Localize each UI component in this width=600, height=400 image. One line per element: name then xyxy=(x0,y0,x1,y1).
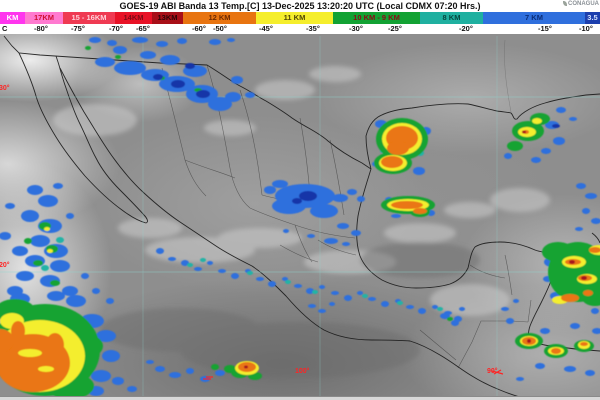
latitude-label: 30° xyxy=(0,85,10,92)
temperature-row: C -80° -75° -70° -65° -60° -50° -45° -35° -30° -25… xyxy=(0,24,600,34)
latitude-label: 20° xyxy=(0,262,10,269)
red-annotation-marks xyxy=(203,369,504,380)
colorbar-segment: 7 KM xyxy=(483,12,585,24)
cloud-layer-navy xyxy=(153,63,560,204)
cloud-layer-orange xyxy=(0,126,600,392)
temperature-label: -10° xyxy=(579,24,593,33)
colorbar-segment: 12 KM xyxy=(183,12,256,24)
temperature-label: -60° xyxy=(192,24,206,33)
temperature-label: C xyxy=(2,24,8,33)
cloud-layer-yellow-cores xyxy=(18,349,54,372)
temperature-label: -80° xyxy=(34,24,48,33)
conagua-logo: CONAGUA xyxy=(563,1,599,7)
temperature-label: -25° xyxy=(388,24,402,33)
temperature-label: -20° xyxy=(459,24,473,33)
longitude-label: 90° xyxy=(487,368,498,375)
satellite-map: 30° 20° 100° 90° xyxy=(0,34,600,396)
cloud-layer-darkred xyxy=(244,130,587,369)
temperature-label: -75° xyxy=(71,24,85,33)
colorbar-segment: KM xyxy=(0,12,25,24)
temperature-label: -30° xyxy=(349,24,363,33)
temperature-label: -70° xyxy=(109,24,123,33)
footer-strip xyxy=(0,396,600,400)
temperature-label: -65° xyxy=(136,24,150,33)
temperature-label: -35° xyxy=(306,24,320,33)
temperature-label: -15° xyxy=(538,24,552,33)
leaf-icon xyxy=(563,1,567,6)
longitude-label: 100° xyxy=(295,368,310,375)
colorbar-segment: 17KM xyxy=(25,12,63,24)
colorbar-segment: 13KM xyxy=(152,12,183,24)
temperature-label: -45° xyxy=(259,24,273,33)
title-bar: GOES-19 ABI Banda 13 Temp.[C] 13-Dec-202… xyxy=(0,0,600,12)
gray-cloud-wisps xyxy=(53,66,550,378)
colorbar-segment: 15 - 16KM xyxy=(63,12,115,24)
satellite-map-overlay xyxy=(0,35,600,396)
cold-cloud-tops xyxy=(0,37,600,396)
colorbar-segment: 11 KM xyxy=(256,12,333,24)
colorbar-segment: 14KM xyxy=(115,12,152,24)
image-title: GOES-19 ABI Banda 13 Temp.[C] 13-Dec-202… xyxy=(119,1,481,11)
colorbar: KM 17KM 15 - 16KM 14KM 13KM 12 KM 11 KM 10 KM -… xyxy=(0,12,600,24)
temperature-label: -50° xyxy=(213,24,227,33)
colorbar-segment: 10 KM - 9 KM xyxy=(333,12,420,24)
colorbar-segment: 8 KM xyxy=(420,12,483,24)
colorbar-segment: 3.5 xyxy=(585,12,600,24)
